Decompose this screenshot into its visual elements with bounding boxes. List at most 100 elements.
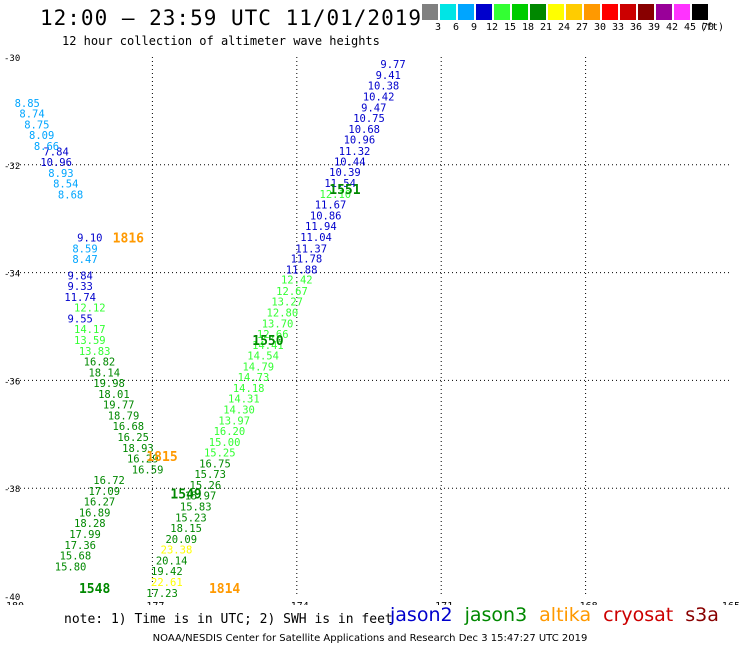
data-label: 16.25 xyxy=(117,432,149,444)
legend-label: 24 xyxy=(557,22,571,33)
data-label: 20.14 xyxy=(156,555,188,567)
data-label: 15.00 xyxy=(209,437,241,449)
y-tick-label: -30 xyxy=(4,54,20,64)
data-label: 18.28 xyxy=(74,518,106,530)
y-tick-label: -40 xyxy=(4,593,20,603)
data-label: 11.88 xyxy=(286,264,318,276)
x-tick-label: -180 xyxy=(0,601,24,605)
data-label: 16.68 xyxy=(113,421,145,433)
data-label: 10.96 xyxy=(40,157,72,169)
legend-label: 33 xyxy=(611,22,625,33)
color-legend: 3 6 9 12 15 18 21 24 27 30 33 36 39 42 45 70 xyxy=(422,4,734,36)
legend-swatch xyxy=(692,4,708,20)
data-label: 9.47 xyxy=(361,103,386,115)
data-label: 15.23 xyxy=(175,512,207,524)
satellite-s3a: s3a xyxy=(685,604,719,626)
data-label: 18.14 xyxy=(88,367,120,379)
data-label: 14.30 xyxy=(223,405,255,417)
data-label: 12.67 xyxy=(276,286,308,298)
legend-swatch xyxy=(440,4,456,20)
data-label: 11.04 xyxy=(300,232,332,244)
satellite-cryosat: cryosat xyxy=(603,604,674,626)
legend-label: 45 xyxy=(683,22,697,33)
legend-label: 21 xyxy=(539,22,553,33)
data-label: 11.37 xyxy=(295,243,327,255)
data-label: 8.74 xyxy=(19,109,44,121)
data-label: 11.54 xyxy=(324,178,356,190)
data-label: 9.41 xyxy=(376,70,401,82)
data-label: 18.15 xyxy=(170,523,202,535)
y-tick-label: -36 xyxy=(4,377,20,387)
data-label: 11.74 xyxy=(64,292,96,304)
footer-credit: NOAA/NESDIS Center for Satellite Applica… xyxy=(152,633,588,644)
legend-label: 27 xyxy=(575,22,589,33)
data-label: 12.12 xyxy=(74,303,106,315)
track-label: 1551 xyxy=(329,183,360,198)
data-label: 8.85 xyxy=(15,98,40,110)
legend-label: 39 xyxy=(647,22,661,33)
data-label: 13.83 xyxy=(79,346,111,358)
satellite-legend: jason2 jason3 altika cryosat s3a xyxy=(390,604,731,626)
data-label: 16.27 xyxy=(84,497,116,509)
y-tick-label: -32 xyxy=(4,162,20,172)
legend-label: 70 xyxy=(701,22,715,33)
data-label: 8.93 xyxy=(48,168,73,180)
data-label: 8.59 xyxy=(72,243,97,255)
track-label: 1816 xyxy=(113,232,144,247)
data-label: 10.75 xyxy=(353,113,385,125)
data-label: 8.47 xyxy=(72,254,97,266)
data-label: 11.67 xyxy=(315,200,347,212)
data-label: 11.32 xyxy=(339,146,371,158)
data-label: 17.09 xyxy=(88,486,120,498)
data-label: 16.20 xyxy=(214,426,246,438)
data-label: 13.97 xyxy=(218,415,250,427)
data-label: 8.75 xyxy=(24,119,49,131)
track-label: 1814 xyxy=(209,582,240,597)
track-label: 1548 xyxy=(79,582,110,597)
data-label: 10.86 xyxy=(310,210,342,222)
data-label: 16.75 xyxy=(199,458,231,470)
legend-label: 9 xyxy=(470,22,478,33)
x-tick-label: -177 xyxy=(140,601,164,605)
data-label: 19.42 xyxy=(151,566,183,578)
data-label: 10.96 xyxy=(344,134,376,146)
data-label: 13.59 xyxy=(74,335,106,347)
y-tick-label: -38 xyxy=(4,485,20,495)
legend-swatch xyxy=(494,4,510,20)
legend-label: 42 xyxy=(665,22,679,33)
wave-height-chart: -180 -177 -174 -171 -168 -165 -30 -32 -34 -36 -38 -… xyxy=(0,54,740,605)
data-label: 23.38 xyxy=(161,545,193,557)
legend-swatch xyxy=(458,4,474,20)
data-label: 14.54 xyxy=(247,351,279,363)
legend-label: 18 xyxy=(521,22,535,33)
data-label: 8.09 xyxy=(29,130,54,142)
data-label: 11.94 xyxy=(305,221,337,233)
legend-swatch xyxy=(638,4,654,20)
data-label: 17.99 xyxy=(69,529,101,541)
data-label: 18.79 xyxy=(108,410,140,422)
data-label: 15.68 xyxy=(60,551,92,563)
x-tick-label: -165 xyxy=(716,601,740,605)
data-label: 14.31 xyxy=(228,394,260,406)
legend-swatch xyxy=(620,4,636,20)
satellite-jason2: jason2 xyxy=(390,604,453,626)
data-label: 14.41 xyxy=(252,340,284,352)
data-label: 11.78 xyxy=(291,254,323,266)
data-label: 15.83 xyxy=(180,502,212,514)
data-label: 12.10 xyxy=(320,189,352,201)
x-tick-label: -168 xyxy=(574,601,598,605)
legend-swatch xyxy=(674,4,690,20)
data-label: 10.39 xyxy=(329,167,361,179)
legend-swatch xyxy=(512,4,528,20)
track-label: 1550 xyxy=(252,334,283,349)
data-label: 7.84 xyxy=(43,146,68,158)
data-label: 13.70 xyxy=(262,318,294,330)
data-label: 18.93 xyxy=(122,443,154,455)
data-label: 16.59 xyxy=(132,464,164,476)
units-note: note: 1) Time is in UTC; 2) SWH is in fe… xyxy=(64,612,393,627)
data-label: 9.77 xyxy=(380,59,405,71)
data-label: 19.98 xyxy=(93,378,125,390)
legend-swatch xyxy=(602,4,618,20)
data-label: 16.82 xyxy=(84,357,116,369)
data-label: 19.77 xyxy=(103,400,135,412)
